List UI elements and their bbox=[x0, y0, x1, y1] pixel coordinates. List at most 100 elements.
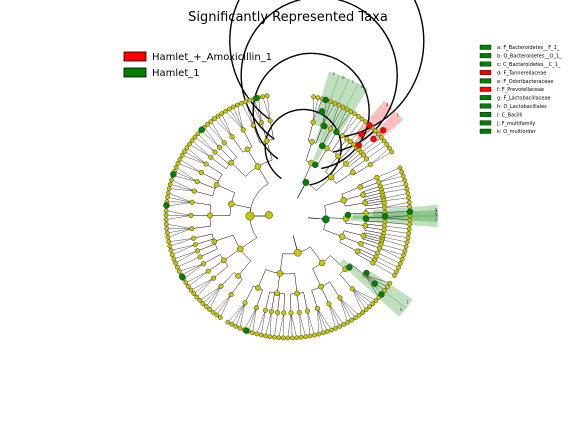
edge-leaf bbox=[212, 294, 232, 313]
genus-node bbox=[250, 122, 256, 128]
genus-node bbox=[304, 308, 310, 314]
edge-leaf bbox=[380, 244, 405, 252]
clade-legend-swatch-c bbox=[479, 61, 492, 67]
leaf-node bbox=[163, 208, 169, 214]
edge-family bbox=[361, 241, 380, 249]
genus-node bbox=[360, 152, 366, 158]
genus-node bbox=[262, 307, 268, 313]
edge-family bbox=[283, 293, 285, 313]
edge-leaf bbox=[364, 274, 390, 284]
genus-node bbox=[268, 309, 274, 315]
edge-leaf bbox=[167, 228, 192, 234]
edge-leaf bbox=[204, 127, 220, 148]
edge-leaf bbox=[170, 184, 195, 192]
edge-family bbox=[203, 254, 221, 264]
clade-legend-swatch-f bbox=[479, 86, 492, 92]
edge-leaf bbox=[352, 288, 370, 307]
edge-family bbox=[197, 243, 216, 252]
edge-leaf bbox=[339, 297, 352, 321]
leaf-node bbox=[189, 138, 195, 143]
leaf-node bbox=[233, 323, 239, 329]
edge-leaf bbox=[269, 311, 272, 337]
order-node bbox=[237, 245, 244, 253]
edge-leaf bbox=[317, 308, 328, 332]
edge-leaf bbox=[330, 107, 344, 129]
significant-node-10 bbox=[355, 142, 362, 149]
edge-family bbox=[329, 281, 341, 299]
edge-order bbox=[339, 242, 358, 252]
ring-level-1 bbox=[264, 108, 342, 186]
edge-leaf bbox=[317, 308, 319, 335]
leaf-node bbox=[399, 256, 405, 262]
family-node bbox=[360, 232, 367, 239]
leaf-node bbox=[280, 335, 286, 341]
clade-legend-label-a: a: F_Bacteroidetes__F_1_ bbox=[497, 45, 560, 51]
edge-leaf bbox=[237, 104, 244, 130]
edge-leaf bbox=[384, 210, 410, 213]
edge-leaf bbox=[379, 247, 403, 260]
genus-node bbox=[363, 156, 370, 162]
genus-node bbox=[229, 134, 235, 140]
leaf-node bbox=[200, 301, 206, 306]
edge-leaf bbox=[381, 184, 406, 190]
edge-leaf bbox=[179, 159, 202, 173]
edge-leaf bbox=[167, 197, 193, 203]
edge-leaf bbox=[229, 108, 244, 131]
edge-leaf bbox=[328, 303, 344, 325]
edge-order bbox=[335, 172, 353, 184]
genus-node bbox=[242, 300, 248, 306]
edge-family bbox=[350, 158, 367, 171]
family-node bbox=[220, 257, 227, 264]
leaf-node bbox=[289, 335, 295, 341]
clade-legend-swatch-k bbox=[479, 128, 492, 134]
edge-leaf bbox=[258, 97, 262, 123]
leaf-node bbox=[254, 331, 260, 337]
leaf-node bbox=[341, 322, 347, 327]
genus-node bbox=[240, 127, 246, 133]
edge-leaf bbox=[290, 312, 293, 338]
family-node bbox=[363, 210, 369, 217]
clade-legend-label-h: h: O_Lactobacillales bbox=[497, 104, 547, 110]
segment-label-k: k bbox=[400, 307, 403, 312]
segment-label-h: h bbox=[435, 212, 438, 217]
genus-node bbox=[339, 133, 345, 139]
edge-leaf bbox=[363, 140, 385, 156]
edge-leaf bbox=[249, 100, 262, 123]
edge-family bbox=[335, 138, 348, 155]
edge-family bbox=[348, 154, 364, 168]
family-node bbox=[294, 290, 300, 297]
genus-node bbox=[367, 162, 373, 168]
genus-node bbox=[201, 261, 207, 267]
edge-leaf bbox=[248, 307, 257, 332]
genus-node bbox=[344, 136, 350, 142]
edge-leaf bbox=[374, 259, 397, 272]
family-node bbox=[343, 160, 349, 167]
leaf-node bbox=[272, 334, 277, 340]
leaf-node bbox=[182, 149, 187, 154]
edge-family bbox=[194, 190, 213, 197]
family-node bbox=[263, 138, 270, 144]
leaf-node bbox=[403, 182, 409, 187]
edge-leaf bbox=[267, 95, 271, 121]
clade-legend-label-e: e: F_Odoribacteraceae bbox=[497, 79, 553, 85]
edge-leaf bbox=[256, 310, 266, 335]
edge-family bbox=[244, 285, 254, 304]
edge-leaf bbox=[339, 297, 356, 318]
leaf-node bbox=[356, 312, 362, 318]
leaf-node bbox=[405, 235, 411, 241]
edge-order bbox=[342, 236, 361, 244]
leaf-node bbox=[243, 99, 249, 104]
leaf-node bbox=[197, 297, 203, 303]
edge-leaf bbox=[183, 263, 204, 280]
edge-leaf bbox=[216, 294, 232, 316]
edge-leaf bbox=[168, 238, 194, 242]
significant-node-17 bbox=[378, 291, 385, 298]
clade-legend-swatch-b bbox=[479, 53, 492, 59]
edge-leaf bbox=[375, 256, 399, 268]
edge-leaf bbox=[361, 137, 382, 153]
edge-leaf bbox=[174, 171, 198, 182]
edge-leaf bbox=[352, 288, 363, 313]
leaf-node bbox=[349, 317, 354, 323]
clade-legend-swatch-g bbox=[479, 95, 492, 101]
leaf-node bbox=[166, 239, 172, 245]
